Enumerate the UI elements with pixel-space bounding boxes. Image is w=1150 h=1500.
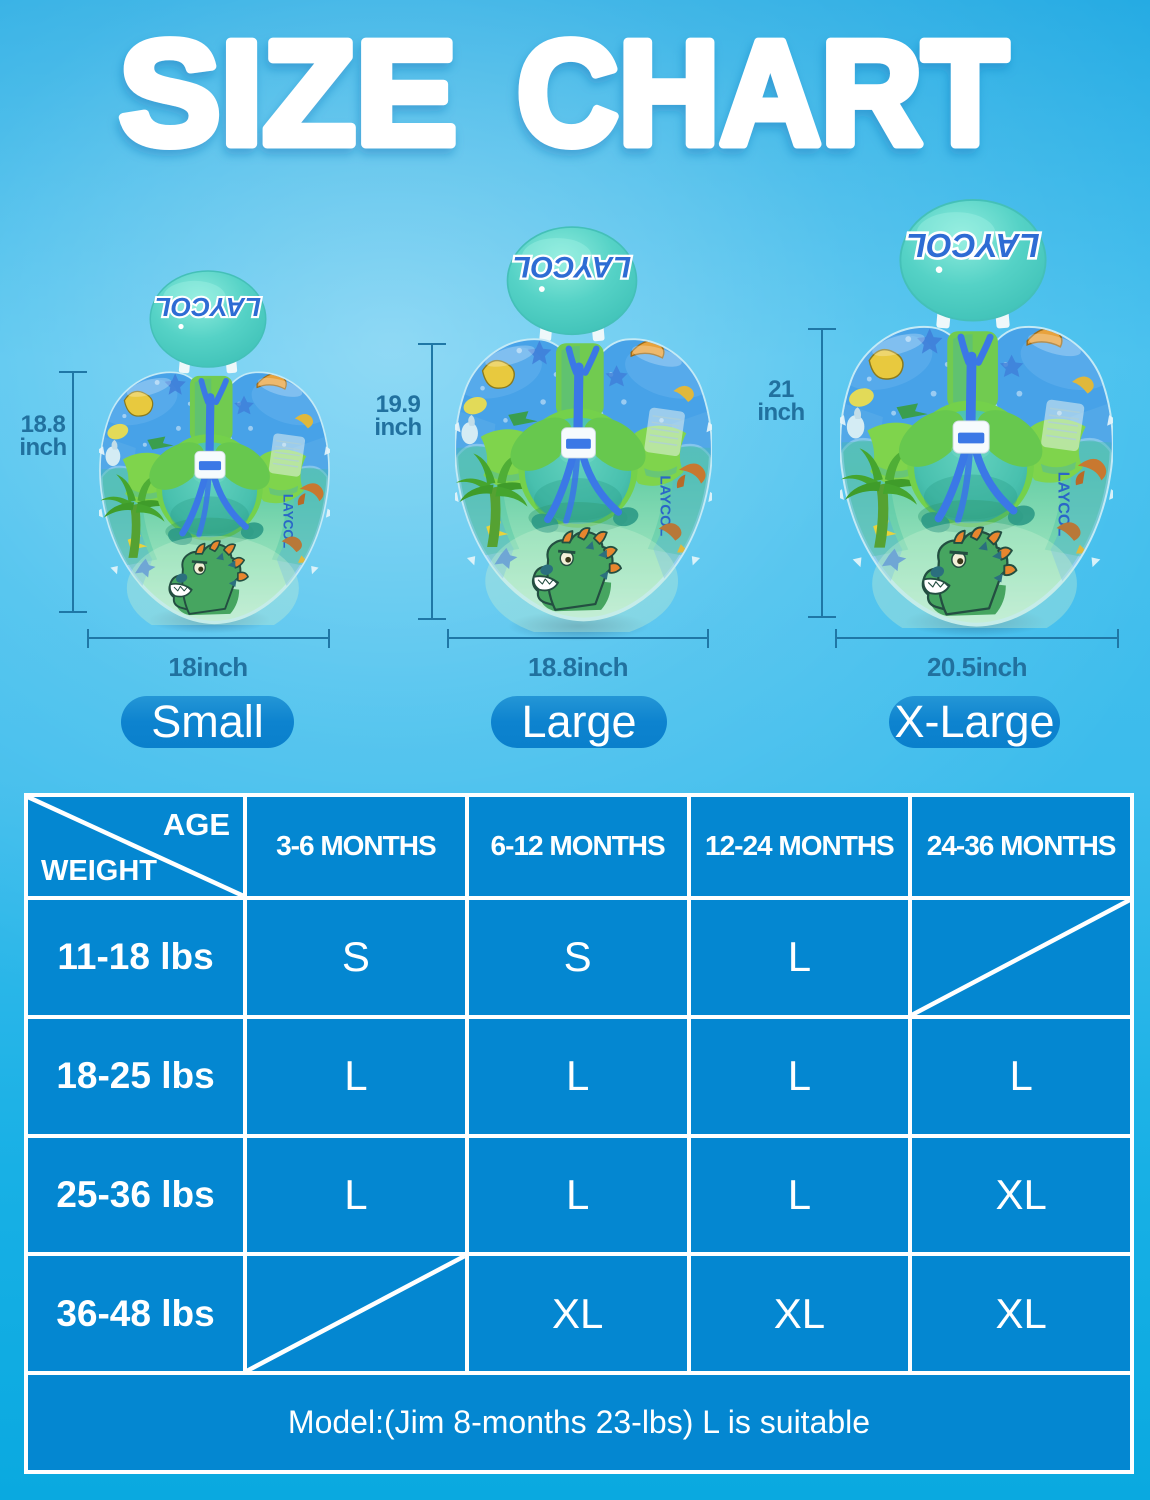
svg-text:SIZE: SIZE [119,11,457,176]
svg-text:CHART: CHART [517,11,1008,176]
